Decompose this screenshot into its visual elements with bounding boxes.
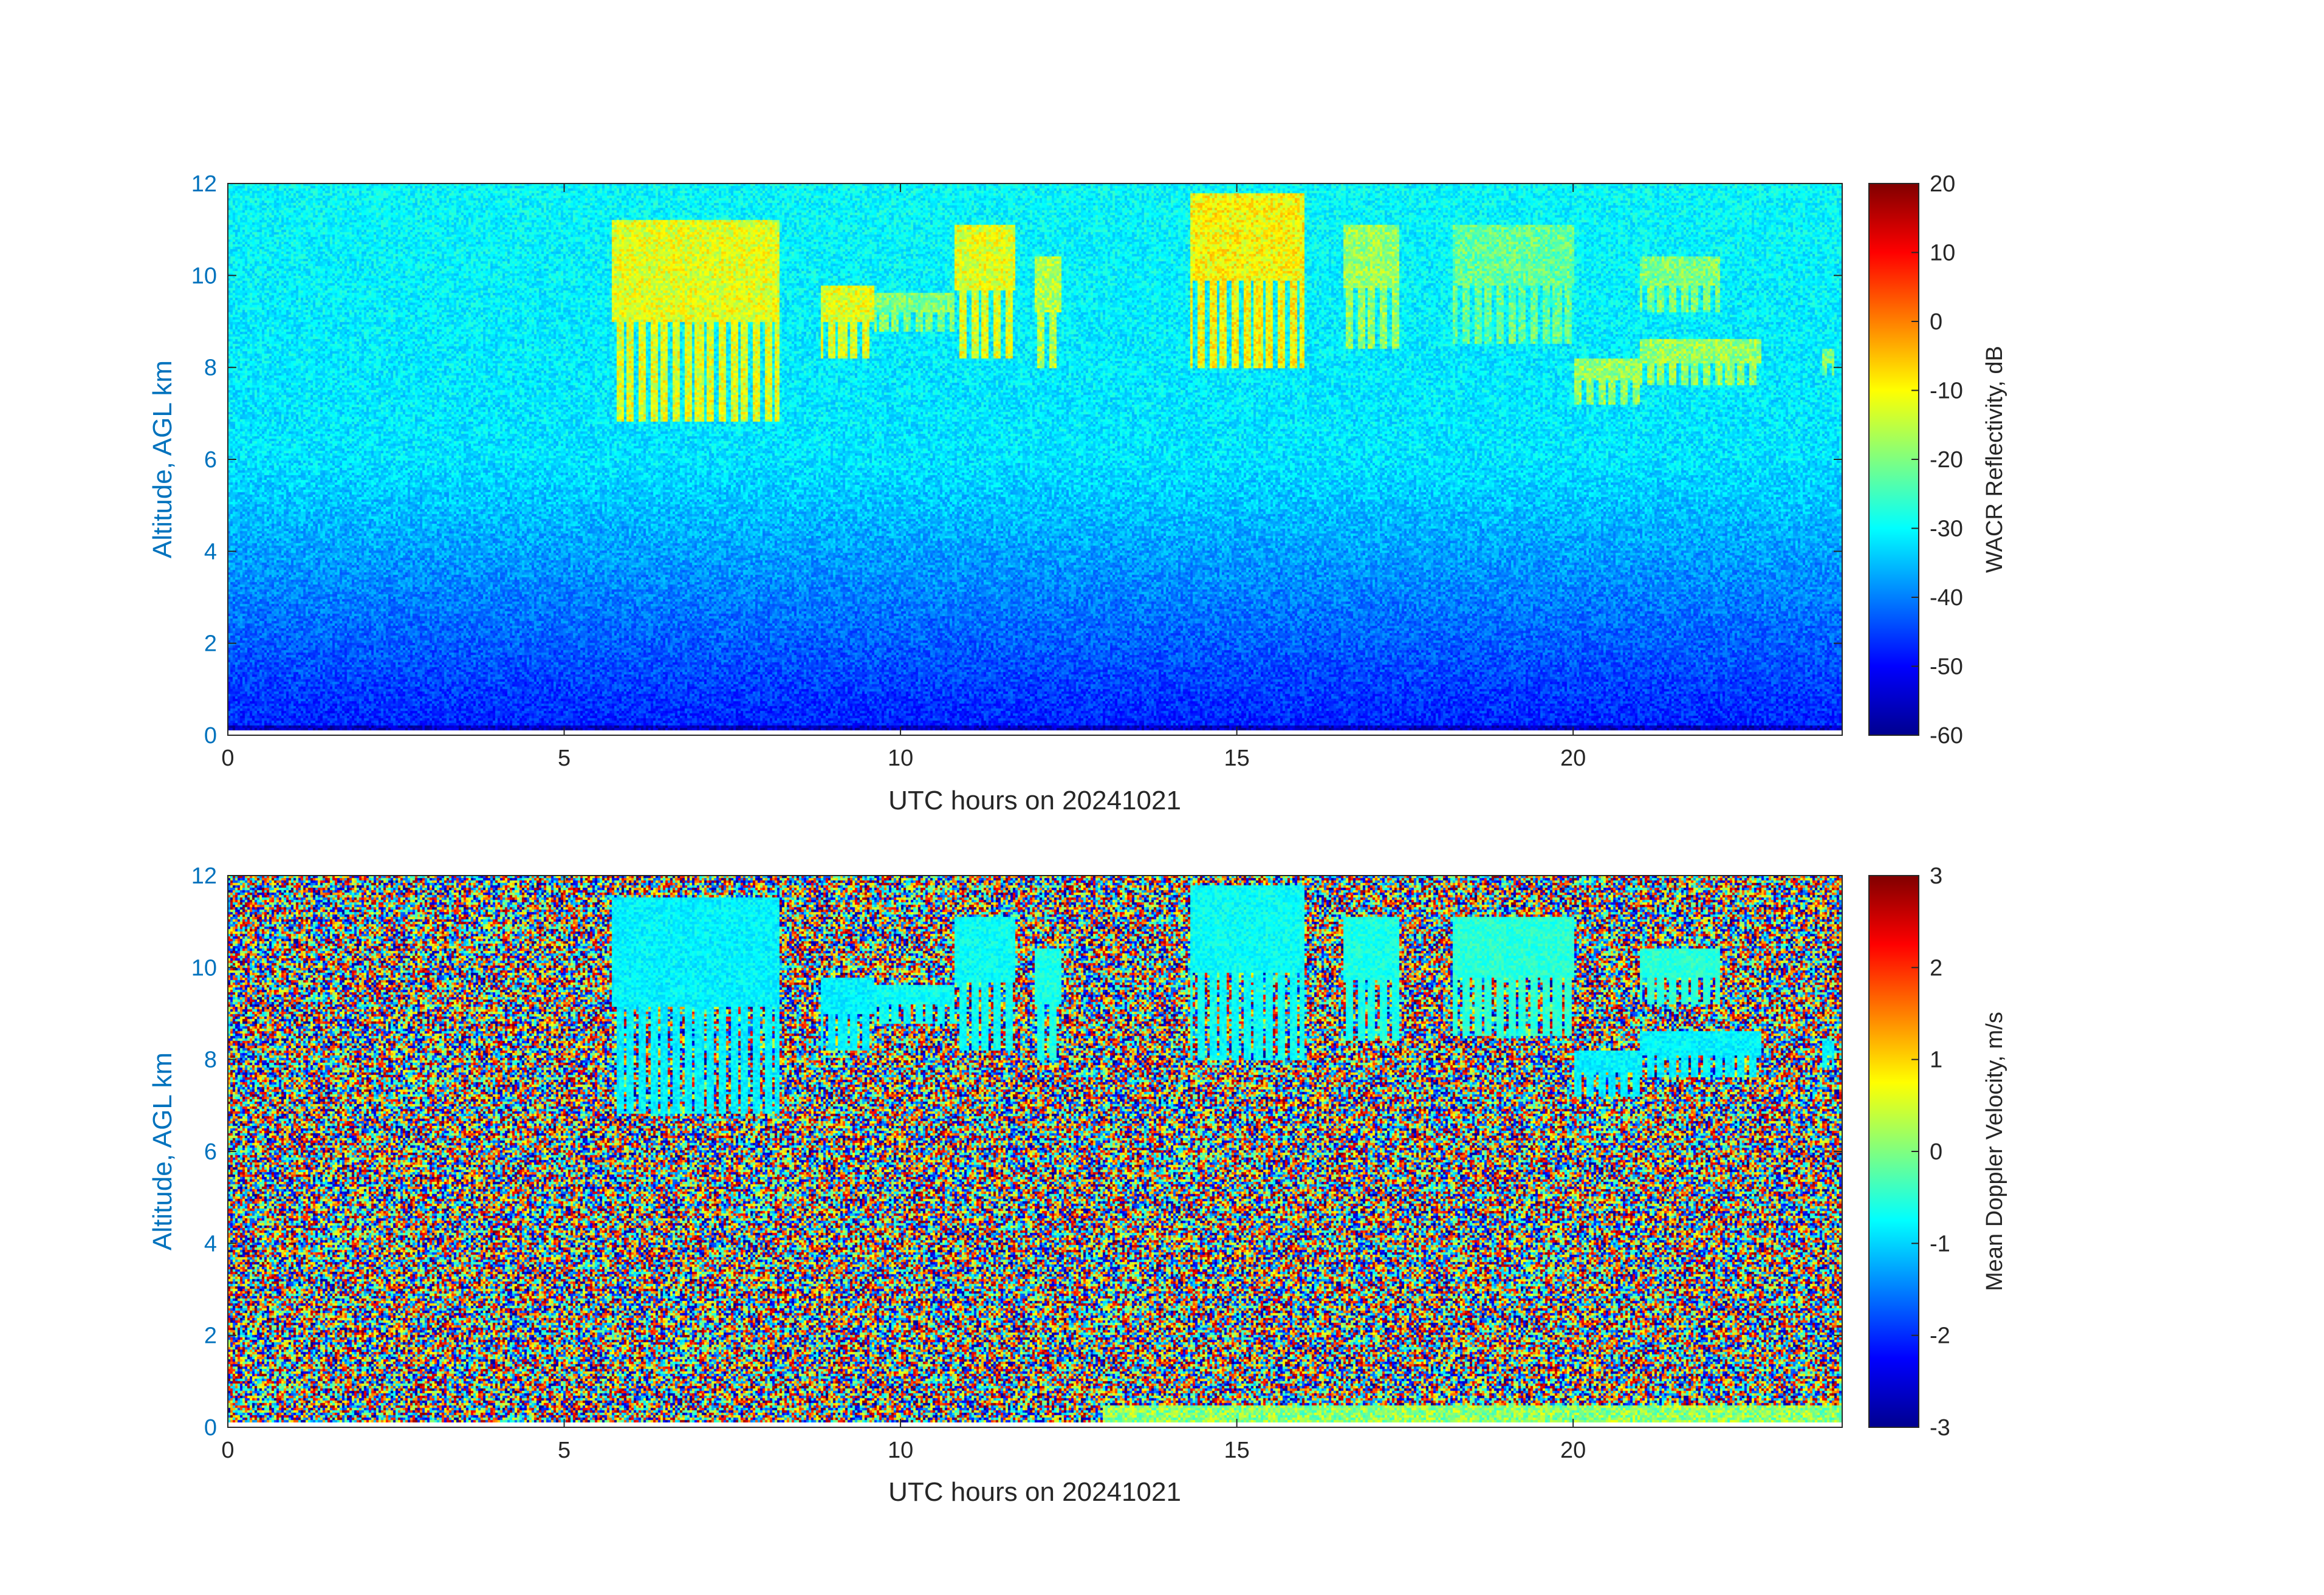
- y-tick-label: 10: [191, 955, 217, 981]
- colorbar-tick-label: 2: [1930, 955, 1942, 981]
- x-tick-label: 20: [1560, 746, 1586, 771]
- colorbar-tick-label: -50: [1930, 654, 1963, 680]
- y-tick-label: 6: [204, 447, 217, 473]
- doppler-velocity-heatmap: [228, 876, 1842, 1427]
- colorbar-gradient: [1868, 183, 1919, 736]
- y-tick-label: 12: [191, 171, 217, 197]
- colorbar-label: Mean Doppler Velocity, m/s: [1982, 1012, 2007, 1291]
- x-tick-label: 0: [221, 1438, 234, 1463]
- y-tick-label: 4: [204, 1231, 217, 1257]
- y-tick-label: 0: [204, 723, 217, 749]
- x-axis-label: UTC hours on 20241021: [888, 1477, 1181, 1507]
- colorbar-ticks: -3 -2 -1 0 1 2 3: [1911, 863, 1950, 1441]
- colorbar-tick-label: -10: [1930, 379, 1963, 404]
- y-tick-label: 8: [204, 1048, 217, 1073]
- y-tick-label: 6: [204, 1139, 217, 1165]
- colorbar-tick-label: -40: [1930, 585, 1963, 611]
- x-tick-label: 10: [888, 1438, 913, 1463]
- colorbar-tick-label: 0: [1930, 1139, 1942, 1165]
- colorbar-tick-label: -20: [1930, 447, 1963, 473]
- colorbar-ticks: -60 -50 -40 -30 -20 -10 0 10 20: [1911, 171, 1963, 749]
- colorbar: -3 -2 -1 0 1 2 3 Mean Doppler Velocity, m/s: [1868, 863, 2007, 1441]
- colorbar-tick-label: -30: [1930, 516, 1963, 542]
- colorbar-label: WACR Reflectivity, dB: [1982, 346, 2007, 573]
- colorbar-tick-label: 1: [1930, 1048, 1942, 1073]
- x-tick-label: 15: [1224, 1438, 1249, 1463]
- y-tick-label: 4: [204, 539, 217, 564]
- colorbar-tick-label: 0: [1930, 309, 1942, 335]
- y-tick-label: 2: [204, 1323, 217, 1349]
- axes: 0 5 10 15 20 0 2 4 6 8 10 12: [191, 171, 1842, 771]
- y-tick-label: 12: [191, 863, 217, 889]
- colorbar-tick-label: -1: [1930, 1231, 1950, 1257]
- y-tick-label: 0: [204, 1415, 217, 1441]
- y-tick-label: 10: [191, 263, 217, 289]
- x-tick-label: 15: [1224, 746, 1249, 771]
- y-axis-label: Altitude, AGL km: [148, 360, 177, 558]
- colorbar-tick-label: -60: [1930, 723, 1963, 749]
- colorbar-tick-label: 3: [1930, 863, 1942, 889]
- colorbar-tick-label: 10: [1930, 241, 1955, 266]
- y-axis-label: Altitude, AGL km: [148, 1052, 177, 1250]
- x-tick-label: 0: [221, 746, 234, 771]
- colorbar-tick-label: -3: [1930, 1415, 1950, 1441]
- colorbar-tick-label: 20: [1930, 171, 1955, 197]
- colorbar: -60 -50 -40 -30 -20 -10 0 10 20 WACR Reflectivit…: [1868, 171, 2007, 749]
- colorbar-tick-label: -2: [1930, 1323, 1950, 1349]
- y-tick-label: 8: [204, 355, 217, 381]
- x-tick-label: 5: [558, 1438, 571, 1463]
- colorbar-gradient: [1868, 875, 1919, 1428]
- reflectivity-heatmap: [228, 184, 1842, 735]
- x-axis-label: UTC hours on 20241021: [888, 786, 1181, 815]
- x-tick-label: 10: [888, 746, 913, 771]
- y-tick-label: 2: [204, 631, 217, 657]
- x-tick-label: 5: [558, 746, 571, 771]
- axes: 0 5 10 15 20 0 2 4 6 8 10 12: [191, 863, 1842, 1463]
- x-tick-label: 20: [1560, 1438, 1586, 1463]
